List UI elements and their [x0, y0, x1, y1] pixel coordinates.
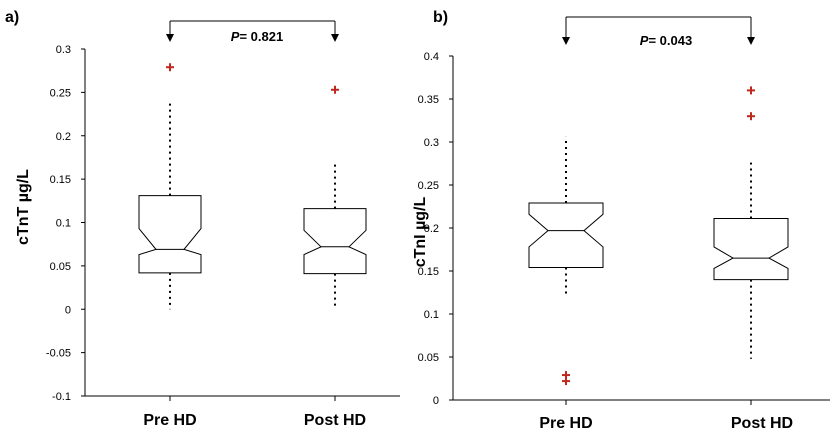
y-tick-label-b: 0.4 [424, 51, 439, 63]
y-tick-label-b: 0.3 [424, 137, 439, 149]
panel-b: b) cTnI µg/L Pre HD Post HD P= 0.043 0.4… [412, 9, 830, 432]
y-tick-label-a: 0.05 [50, 261, 71, 273]
notched-box-a [138, 195, 202, 274]
y-tick-label-b: 0.35 [418, 94, 439, 106]
notched-box-b [528, 202, 604, 269]
notched-box-b [713, 218, 789, 281]
category-label-pre-hd-a: Pre HD [143, 412, 196, 429]
y-tick-label-a: 0.1 [56, 218, 71, 230]
p-value-b: = 0.043 [648, 33, 692, 48]
notched-box-a [303, 208, 367, 275]
y-tick-label-a: 0.2 [56, 131, 71, 143]
p-label-a: P [231, 29, 240, 44]
y-tick-label-b: 0.2 [424, 223, 439, 235]
y-tick-label-a: 0.3 [56, 44, 71, 56]
bracket-arrow-head-b [747, 37, 755, 45]
y-axis-label-b: cTnI µg/L [412, 197, 429, 268]
category-label-post-hd-a: Post HD [304, 412, 366, 429]
bracket-arrow-head-a [331, 34, 339, 42]
y-tick-label-b: 0.1 [424, 309, 439, 321]
bracket-arrow-head-b [562, 37, 570, 45]
p-value-label-a: P= 0.821 [231, 29, 283, 44]
category-label-post-hd-b: Post HD [731, 415, 793, 432]
p-value-label-b: P= 0.043 [640, 33, 692, 48]
y-tick-label-b: 0.15 [418, 266, 439, 278]
y-tick-label-a: -0.05 [46, 348, 71, 360]
p-label-b: P [640, 33, 649, 48]
panel-label-a: a) [5, 9, 19, 26]
p-value-a: = 0.821 [239, 29, 283, 44]
y-tick-label-a: 0.15 [50, 174, 71, 186]
y-axis-label-a: cTnT µg/L [15, 169, 32, 245]
panel-a: a) cTnT µg/L Pre HD Post HD P= 0.821 0.3… [5, 9, 400, 429]
y-tick-label-a: 0 [65, 304, 71, 316]
y-tick-label-a: -0.1 [52, 391, 71, 403]
category-label-pre-hd-b: Pre HD [539, 415, 592, 432]
y-tick-label-a: 0.25 [50, 87, 71, 99]
y-tick-label-b: 0.05 [418, 352, 439, 364]
panel-label-b: b) [433, 9, 448, 26]
y-tick-label-b: 0 [433, 395, 439, 407]
bracket-arrow-head-a [166, 34, 174, 42]
y-tick-label-b: 0.25 [418, 180, 439, 192]
